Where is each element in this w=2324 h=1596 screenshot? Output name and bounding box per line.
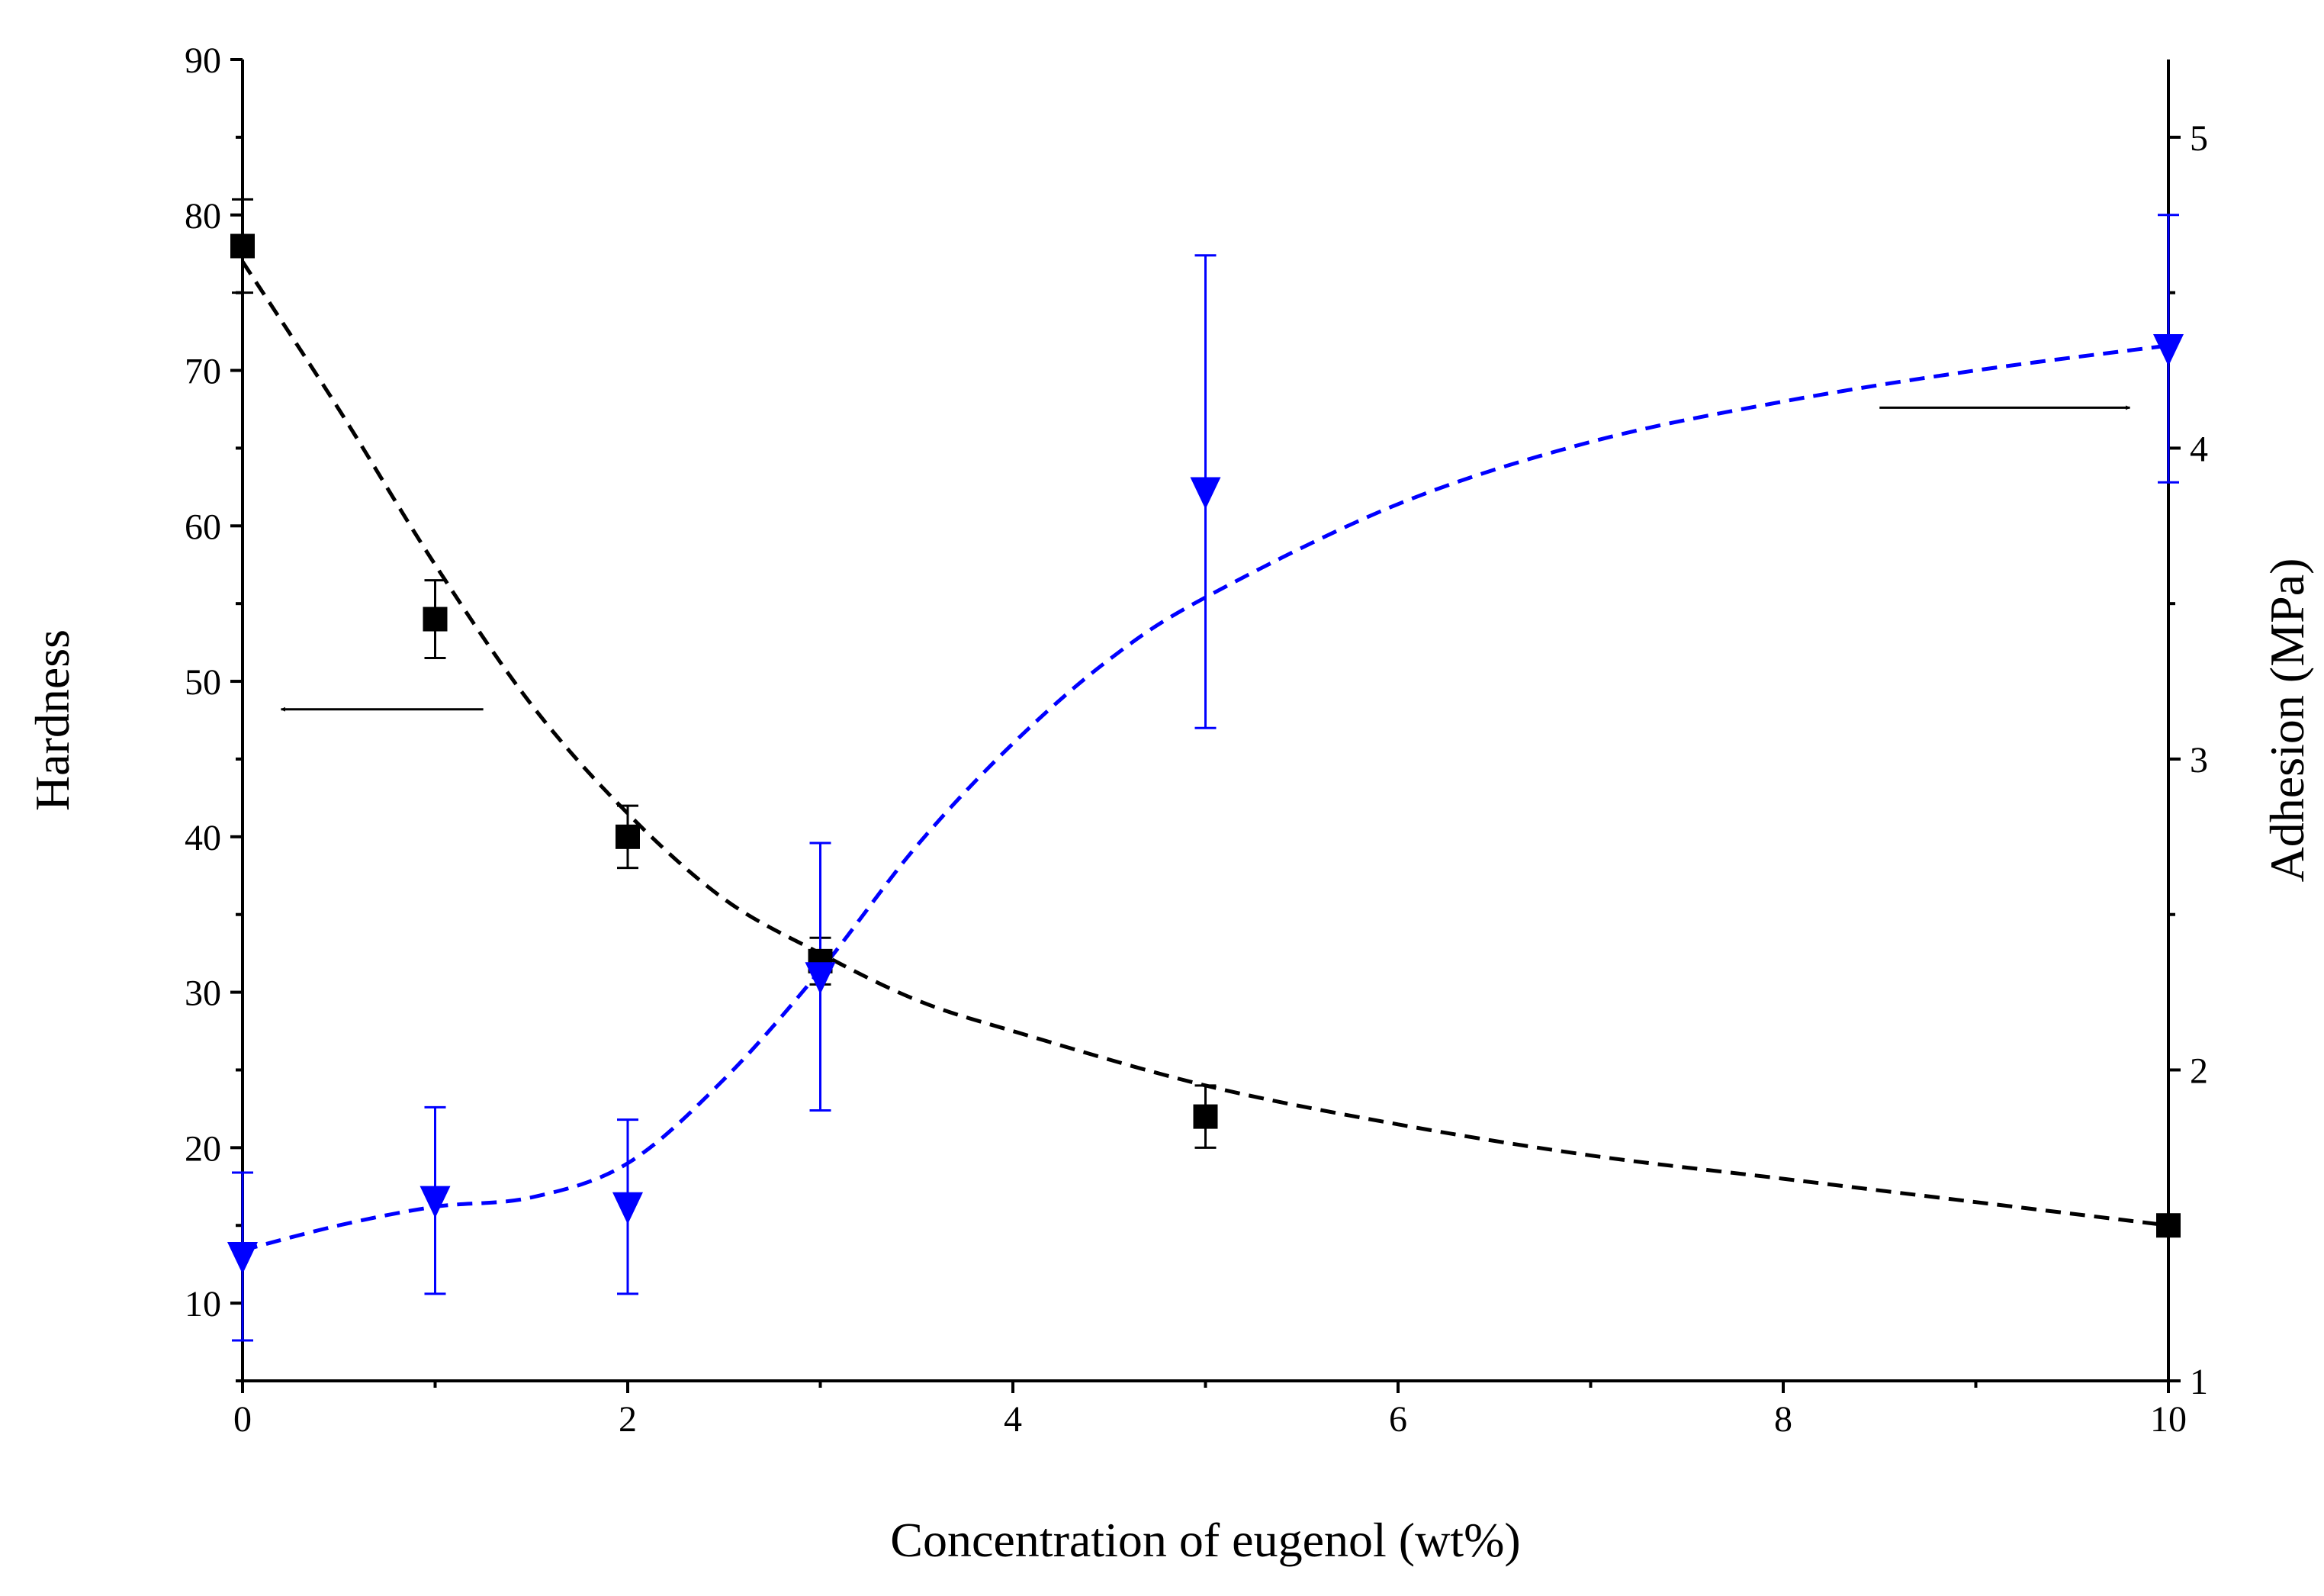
adhesion-fit-curve (242, 343, 2169, 1253)
y-left-tick-label: 40 (185, 818, 221, 858)
x-tick-label: 6 (1389, 1399, 1407, 1440)
hardness-point (1193, 1104, 1218, 1129)
adhesion-point (227, 1241, 258, 1274)
y-left-tick-label: 50 (185, 662, 221, 703)
adhesion-point (612, 1192, 643, 1224)
error-bars (232, 198, 2179, 1342)
hardness-point (2156, 1213, 2181, 1238)
hardness-point (230, 233, 255, 259)
adhesion-point (1190, 477, 1221, 510)
x-tick-label: 2 (619, 1399, 637, 1440)
adhesion-point (805, 962, 836, 995)
y-left-tick-label: 20 (185, 1128, 221, 1169)
x-tick-label: 4 (1004, 1399, 1022, 1440)
y-right-tick-label: 4 (2190, 429, 2208, 469)
data-points (227, 233, 2184, 1274)
x-tick-label: 0 (233, 1399, 252, 1440)
x-axis-title: Concentration of eugenol (wt%) (890, 1513, 1520, 1567)
annotations (280, 405, 2131, 712)
x-tick-label: 8 (1774, 1399, 1792, 1440)
adhesion-point (419, 1186, 451, 1218)
x-tick-label: 10 (2150, 1399, 2187, 1440)
y-left-tick-label: 80 (185, 196, 221, 237)
hardness-fit-curve (240, 260, 2169, 1228)
y-left-tick-label: 10 (185, 1284, 221, 1324)
y-left-axis-title: Hardness (25, 629, 79, 811)
y-left-tick-label: 60 (185, 507, 221, 547)
hardness-point (616, 824, 640, 849)
y-right-tick-label: 2 (2190, 1051, 2208, 1091)
adhesion-point (2153, 334, 2184, 367)
y-right-tick-label: 5 (2190, 118, 2208, 159)
hardness-point (423, 607, 448, 632)
y-left-tick-label: 30 (185, 973, 221, 1014)
fit-curves (240, 260, 2169, 1253)
y-left-tick-label: 90 (185, 40, 221, 81)
y-right-axis-title: Adhesion (MPa) (2260, 558, 2314, 883)
y-right-tick-label: 1 (2190, 1362, 2208, 1402)
y-right-tick-label: 3 (2190, 740, 2208, 780)
axes: 0 2 4 6 8 10 10 20 30 40 50 60 70 80 90 1 2 3 4 5 (185, 40, 2208, 1440)
y-left-tick-label: 70 (185, 352, 221, 392)
